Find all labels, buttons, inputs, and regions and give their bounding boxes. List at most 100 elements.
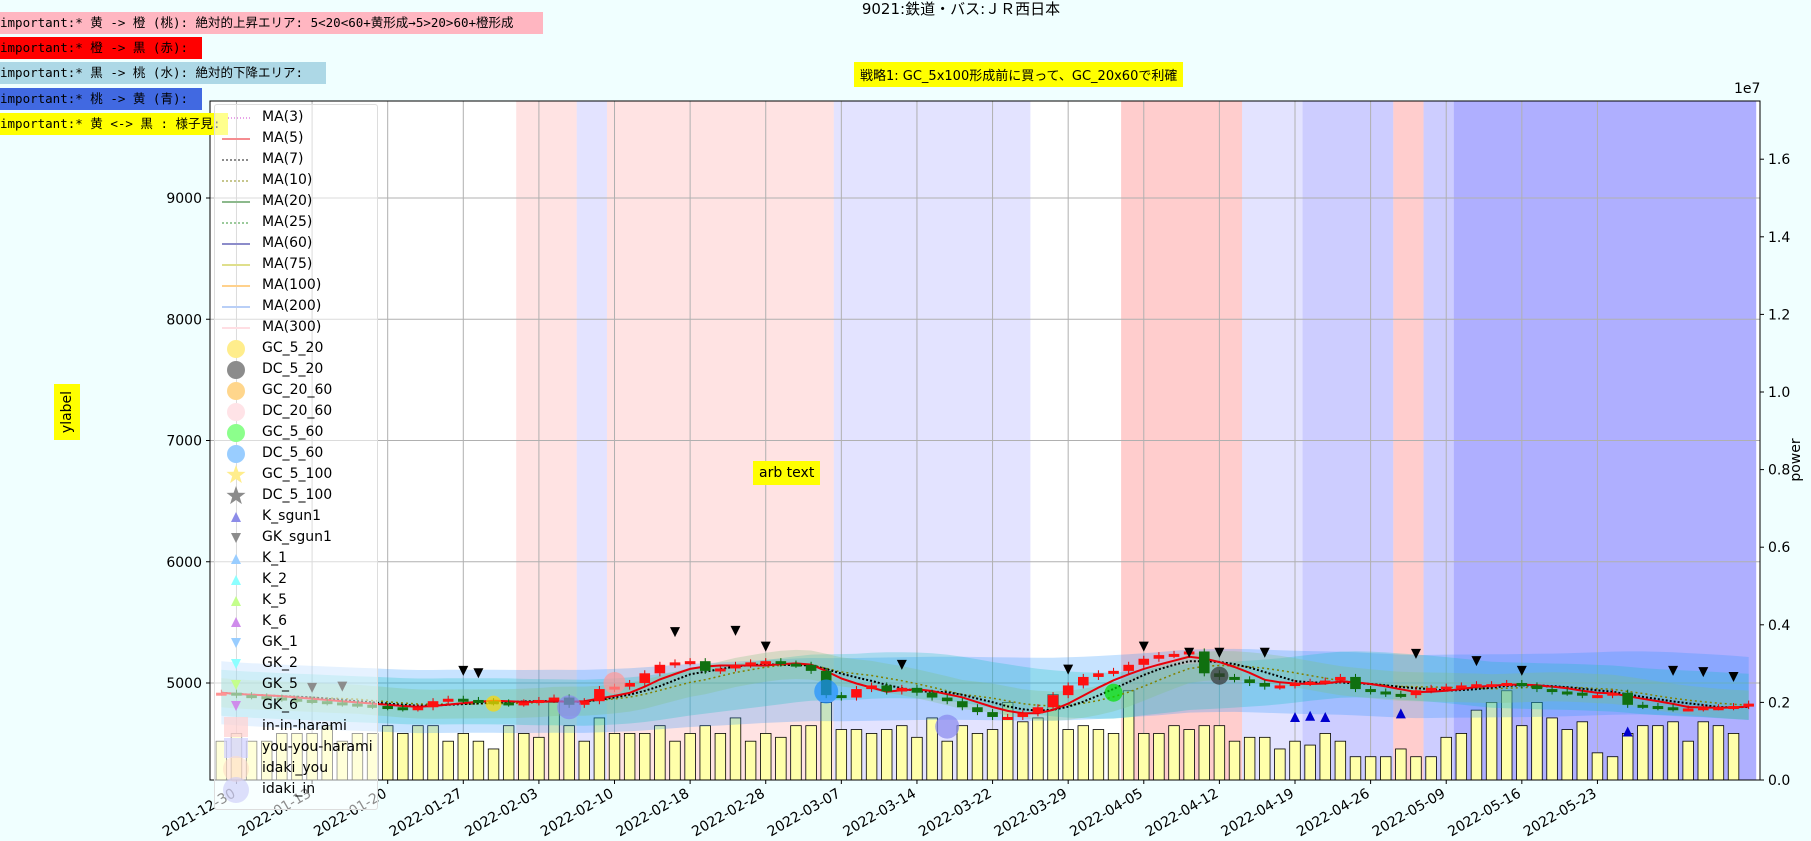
y2-axis-label-text: power bbox=[1788, 438, 1804, 482]
candle-body bbox=[1047, 695, 1059, 708]
candle-body bbox=[1440, 686, 1452, 690]
volume-bar bbox=[487, 748, 500, 781]
candle-body bbox=[1713, 707, 1724, 711]
y2-tick-label: 0.0 bbox=[1768, 773, 1790, 789]
volume-bar bbox=[1319, 733, 1331, 781]
legend-label: MA(200) bbox=[262, 298, 322, 314]
volume-bar bbox=[684, 733, 696, 781]
candle-body bbox=[1274, 685, 1286, 689]
legend-label: DC_5_60 bbox=[262, 445, 324, 461]
volume-bar bbox=[1289, 740, 1301, 781]
gk-sgun1-marker bbox=[1184, 647, 1195, 658]
legend-label: you-you-harami bbox=[262, 739, 373, 755]
legend-label: GK_6 bbox=[262, 697, 298, 713]
x-tick-label: 2022-02-28 bbox=[689, 786, 767, 841]
volume-bar bbox=[1667, 721, 1679, 781]
y2-tick-label: 0.4 bbox=[1768, 618, 1790, 634]
k-sgun1-marker bbox=[1305, 710, 1316, 721]
volume-bar bbox=[1062, 729, 1074, 781]
candle-body bbox=[518, 702, 530, 706]
y-tick-label: 5000 bbox=[166, 676, 202, 692]
legend-label: MA(20) bbox=[262, 193, 313, 209]
volume-bar bbox=[1697, 721, 1709, 781]
gk-sgun1-marker bbox=[1516, 665, 1527, 676]
volume-bar bbox=[911, 736, 923, 781]
legend-label: DC_5_100 bbox=[262, 487, 333, 503]
volume-bar bbox=[608, 733, 621, 781]
event-circle bbox=[1210, 666, 1229, 685]
y-tick-label: 6000 bbox=[166, 555, 202, 571]
volume-bar bbox=[669, 740, 681, 781]
volume-bar bbox=[1576, 721, 1589, 781]
volume-bar bbox=[1621, 733, 1634, 781]
candle-body bbox=[1682, 708, 1694, 712]
gk-sgun1-marker bbox=[670, 627, 680, 638]
volume-bar bbox=[1546, 717, 1558, 781]
event-circle bbox=[1104, 683, 1123, 702]
gk-sgun1-marker bbox=[1668, 665, 1679, 676]
ma-cloud bbox=[221, 648, 1749, 734]
candle-body bbox=[1062, 685, 1074, 696]
volume-bar bbox=[729, 717, 742, 781]
x-tick-label: 2022-05-16 bbox=[1445, 786, 1524, 841]
volume-bar bbox=[518, 733, 530, 781]
candle-body bbox=[1229, 676, 1240, 680]
candle-body bbox=[1138, 658, 1150, 665]
volume-bar bbox=[1561, 729, 1573, 781]
volume-bar bbox=[881, 729, 893, 781]
candle-body bbox=[836, 695, 847, 699]
note-black-pink: important:* 黒 -> 桃 (水): 絶対的下降エリア: bbox=[0, 62, 326, 84]
x-tick-label: 2022-04-19 bbox=[1219, 786, 1297, 841]
candle-body bbox=[1516, 683, 1528, 686]
candle-body bbox=[1728, 706, 1739, 710]
y-tick-label: 9000 bbox=[166, 191, 202, 207]
candle-body bbox=[715, 668, 726, 672]
y2-tick-label: 1.6 bbox=[1768, 152, 1790, 168]
candle-body bbox=[1335, 676, 1346, 681]
volume-bar bbox=[1364, 756, 1377, 781]
y2-tick-label: 0.2 bbox=[1768, 695, 1790, 711]
volume-bar bbox=[1259, 736, 1271, 781]
volume-bar bbox=[563, 725, 575, 781]
volume-bar bbox=[1682, 740, 1694, 781]
candle-body bbox=[1607, 692, 1618, 696]
candle-body bbox=[1350, 676, 1361, 690]
volume-bar bbox=[412, 725, 424, 781]
k-sgun1-marker bbox=[1320, 711, 1331, 722]
candle-body bbox=[730, 664, 741, 669]
volume-bar bbox=[442, 740, 454, 781]
candle-body bbox=[412, 707, 424, 711]
candle-body bbox=[1743, 703, 1754, 707]
volume-bar bbox=[896, 725, 908, 781]
candle-body bbox=[760, 661, 772, 665]
volume-bar bbox=[639, 733, 651, 781]
k-sgun1-marker bbox=[1395, 708, 1406, 719]
volume-bar bbox=[1168, 725, 1180, 781]
candles bbox=[216, 648, 1754, 720]
volume-bar bbox=[381, 725, 394, 781]
x-tick-label: 2022-04-26 bbox=[1294, 786, 1373, 841]
note-yellow-orange: important:* 黄 -> 橙 (桃): 絶対的上昇エリア: 5<20<6… bbox=[0, 12, 543, 34]
volume-bar bbox=[1652, 725, 1664, 781]
volume-bar bbox=[1349, 756, 1362, 781]
y-axis-label: ylabel bbox=[54, 384, 80, 440]
volume-bar bbox=[427, 725, 439, 781]
candle-body bbox=[1592, 695, 1603, 699]
volume-bar bbox=[1591, 752, 1604, 781]
candle-body bbox=[442, 698, 454, 702]
y-tick-label: 8000 bbox=[166, 312, 202, 328]
gk-sgun1-marker bbox=[896, 659, 907, 670]
volume-bar bbox=[1243, 736, 1256, 781]
candle-body bbox=[805, 664, 817, 671]
legend-label: K_5 bbox=[262, 592, 288, 608]
gk-sgun1-marker bbox=[473, 668, 484, 679]
candle-body bbox=[926, 692, 938, 698]
ma-cloud bbox=[221, 651, 1749, 726]
ma-cloud bbox=[221, 649, 1749, 721]
candle-body bbox=[1289, 683, 1301, 686]
y2-tick-label: 0.6 bbox=[1768, 540, 1790, 556]
x-tick-label: 2022-04-05 bbox=[1067, 786, 1145, 841]
gk-sgun1-marker bbox=[1728, 671, 1739, 682]
volume-bar bbox=[941, 740, 953, 781]
candle-body bbox=[941, 697, 953, 702]
